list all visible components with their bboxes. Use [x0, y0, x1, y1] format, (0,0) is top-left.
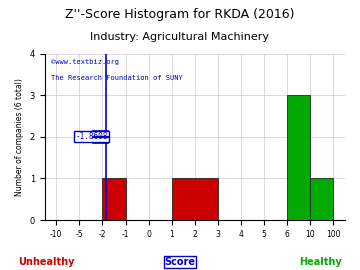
Bar	[310, 178, 333, 220]
Text: Healthy: Healthy	[299, 257, 342, 267]
Bar	[287, 95, 310, 220]
Text: Unhealthy: Unhealthy	[19, 257, 75, 267]
Bar	[172, 178, 218, 220]
Text: The Research Foundation of SUNY: The Research Foundation of SUNY	[51, 75, 183, 81]
Bar	[102, 178, 126, 220]
Text: -1.8608: -1.8608	[76, 132, 108, 141]
Y-axis label: Number of companies (6 total): Number of companies (6 total)	[15, 78, 24, 196]
Text: ©www.textbiz.org: ©www.textbiz.org	[51, 59, 119, 65]
Text: Score: Score	[165, 257, 195, 267]
Text: Z''-Score Histogram for RKDA (2016): Z''-Score Histogram for RKDA (2016)	[65, 8, 295, 21]
Text: Industry: Agricultural Machinery: Industry: Agricultural Machinery	[90, 32, 270, 42]
